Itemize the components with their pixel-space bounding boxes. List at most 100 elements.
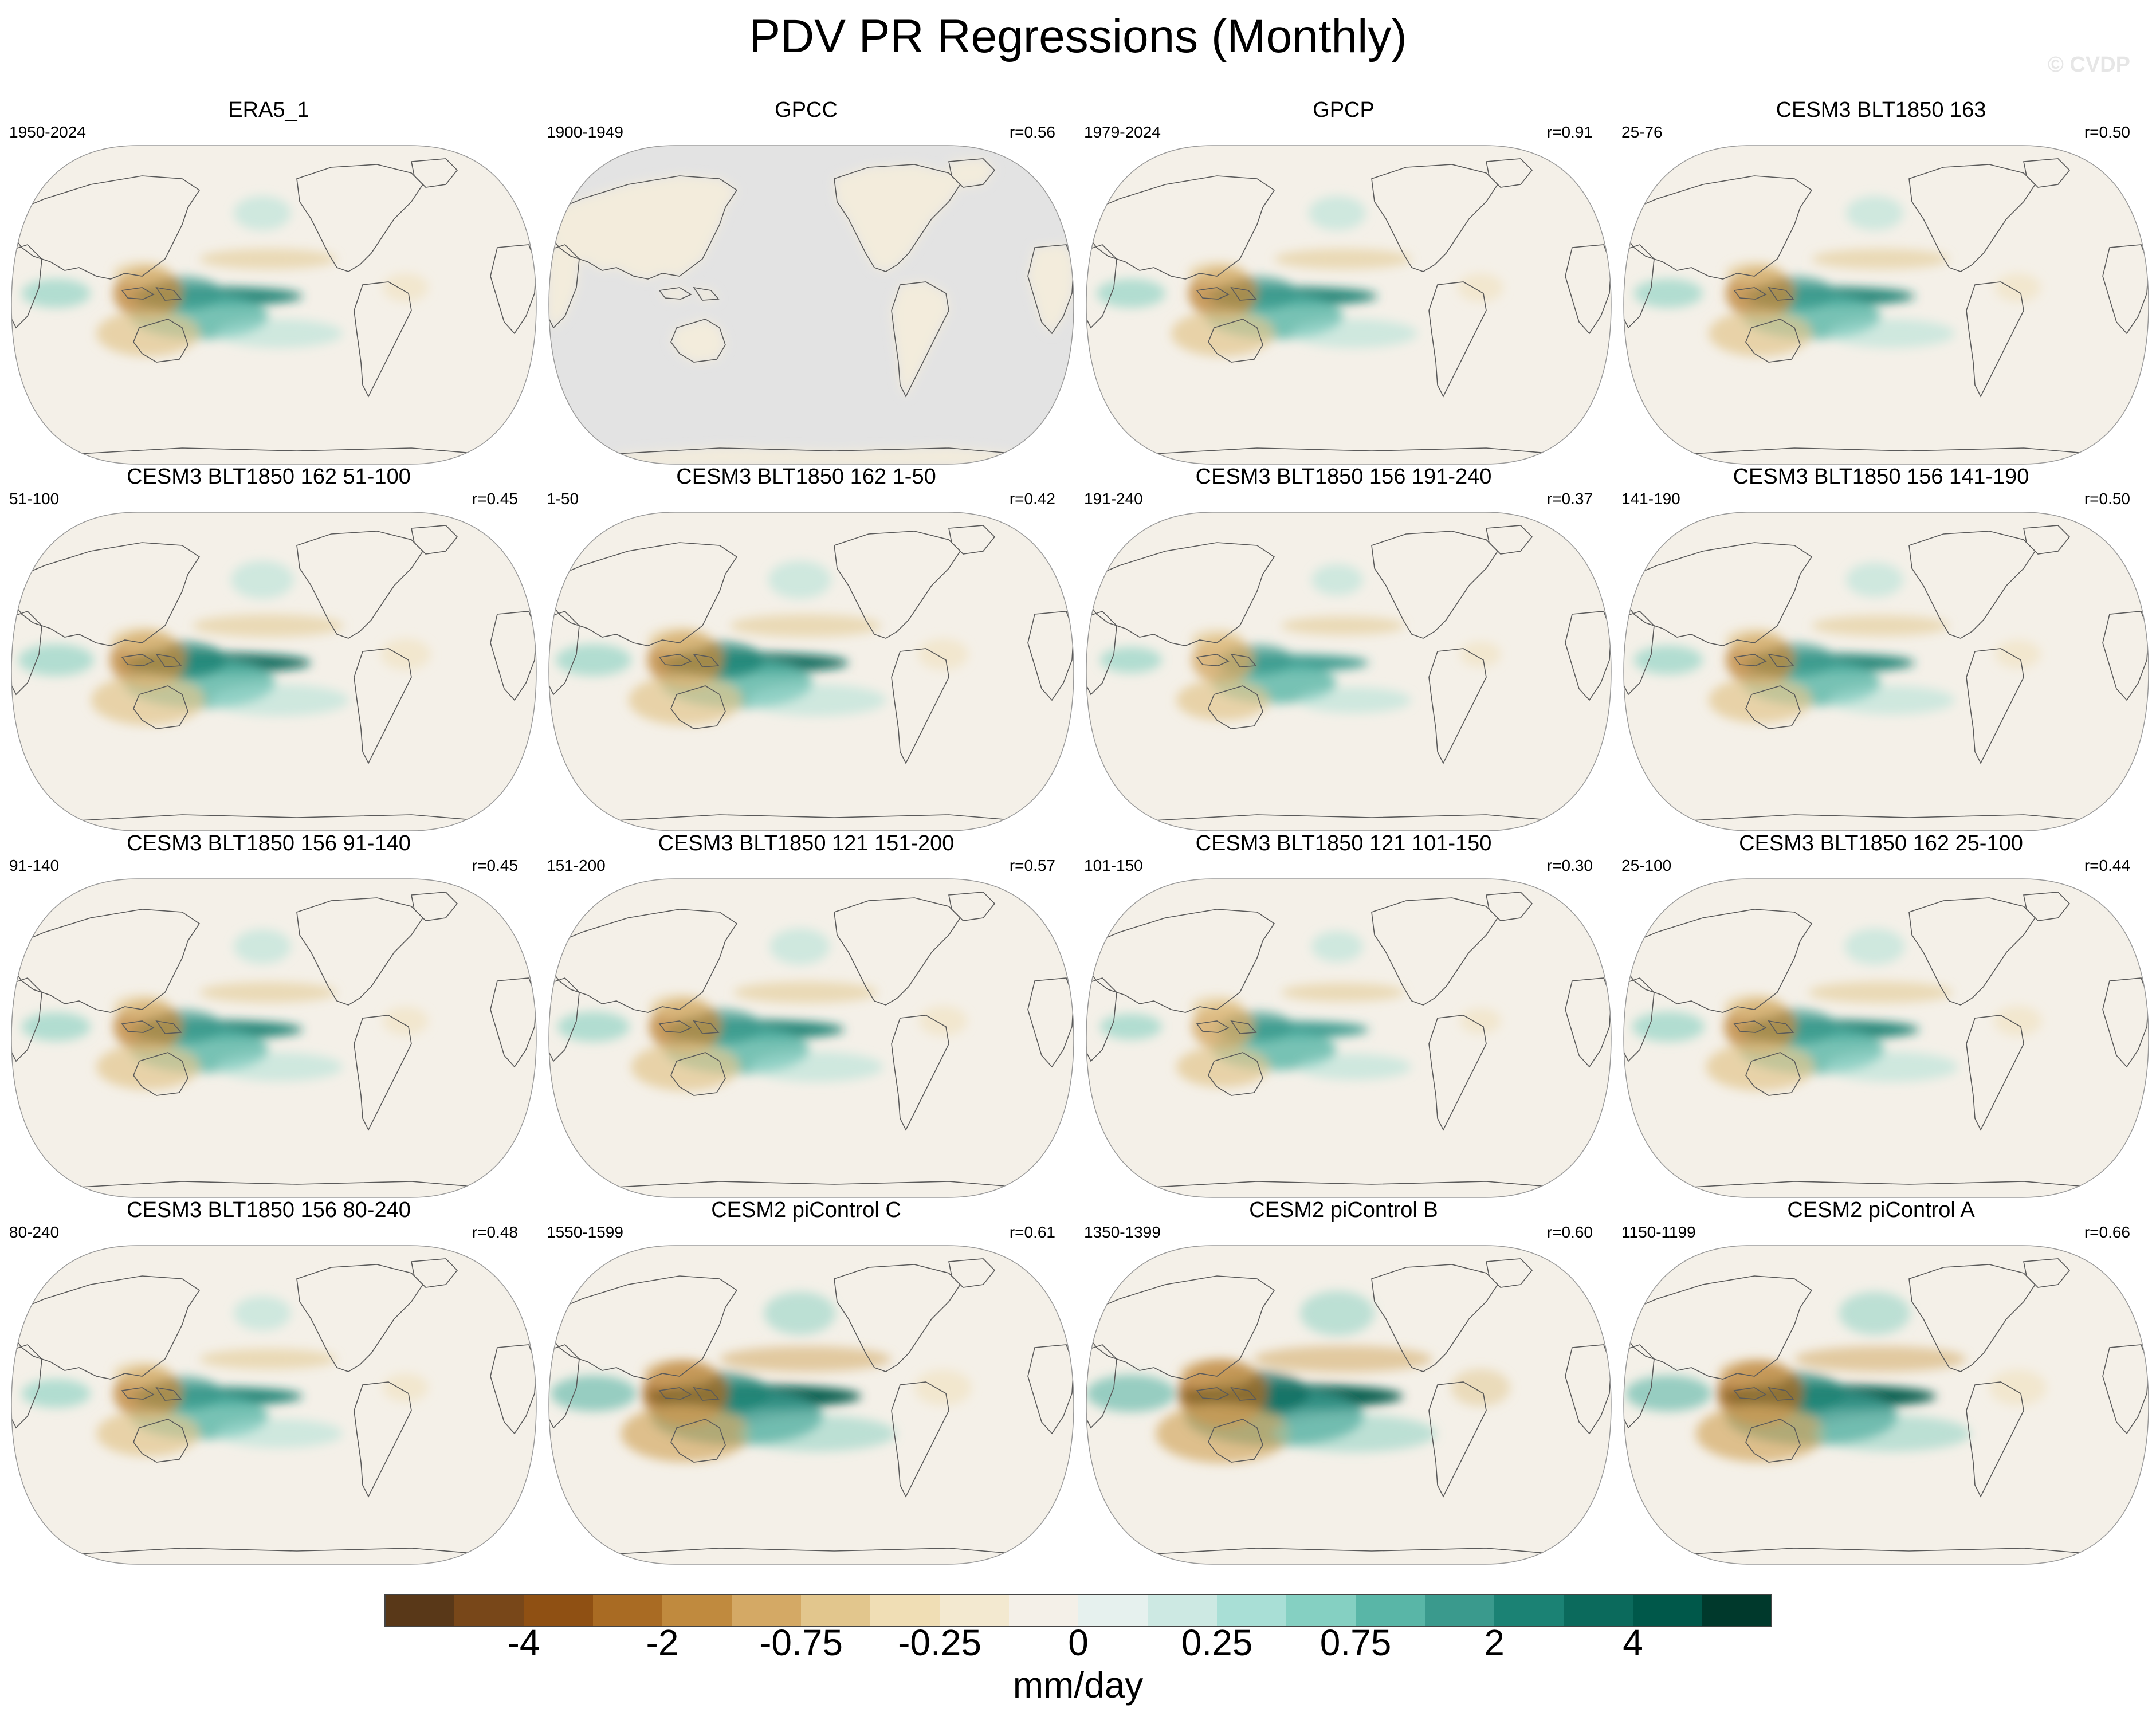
coastline <box>411 158 458 188</box>
anomaly-contour <box>1180 1358 1254 1388</box>
coastline <box>834 531 961 639</box>
anomaly-contour <box>1298 1054 1411 1080</box>
panel-title: CESM3 BLT1850 163 <box>1776 98 1986 122</box>
map-panel: CESM3 BLT1850 121 101-150 101-150 r=0.30 <box>1075 831 1612 1198</box>
map-plot <box>548 512 1074 831</box>
panel-period: 1-50 <box>547 490 579 508</box>
panel-period: 1900-1949 <box>547 123 623 141</box>
coastline <box>834 1264 961 1372</box>
anomaly-contour <box>1726 262 1783 285</box>
coastline <box>1691 814 2093 831</box>
panel-title: CESM3 BLT1850 162 25-100 <box>1739 831 2023 855</box>
coastline <box>1745 319 1801 363</box>
coastline <box>1908 531 2036 639</box>
anomaly-contour <box>1291 319 1417 348</box>
coastline <box>1486 158 1533 188</box>
map-panel: CESM3 BLT1850 121 151-200 151-200 r=0.57 <box>537 831 1075 1198</box>
coastline <box>891 648 949 764</box>
colorbar-swatch <box>870 1595 940 1627</box>
coastline <box>1086 1344 1117 1429</box>
map-border <box>1623 512 2149 831</box>
colorbar-tick-label: -2 <box>646 1622 679 1663</box>
colorbar-tick-label: -0.75 <box>759 1622 843 1663</box>
coastline <box>1768 286 1794 301</box>
colorbar-tick-label: 4 <box>1623 1622 1643 1663</box>
anomaly-contour <box>1829 686 1955 714</box>
watermark: © CVDP <box>2047 53 2130 77</box>
colorbar-swatch <box>1148 1595 1218 1627</box>
anomaly-contour <box>1794 1346 1966 1372</box>
map-panel: CESM3 BLT1850 156 141-190 141-190 r=0.50 <box>1612 464 2150 831</box>
coastline <box>133 1052 188 1096</box>
anomaly-contour <box>22 279 91 308</box>
colorbar-swatch <box>593 1595 663 1627</box>
anomaly-contour <box>751 1051 883 1082</box>
panel-correlation: r=0.66 <box>2084 1223 2130 1241</box>
map-panel: CESM2 piControl A 1150-1199 r=0.66 <box>1612 1197 2150 1565</box>
coastline <box>1768 1387 1794 1401</box>
panel-period: 1979-2024 <box>1084 123 1161 141</box>
panel-title: CESM3 BLT1850 156 80-240 <box>127 1198 411 1222</box>
land-field <box>671 319 725 362</box>
map-plot <box>548 145 1074 465</box>
anomaly-contour <box>383 1373 429 1402</box>
coastline <box>1966 1381 2024 1498</box>
map-panel: CESM3 BLT1850 156 80-240 80-240 r=0.48 <box>0 1197 537 1565</box>
anomaly-contour <box>1254 1345 1432 1373</box>
map-background <box>548 512 1074 831</box>
panel-correlation: r=0.91 <box>1546 123 1593 141</box>
map-background <box>1623 146 2149 464</box>
anomaly-contour <box>1724 995 1785 1019</box>
anomaly-contour <box>629 675 742 725</box>
chart-title: PDV PR Regressions (Monthly) <box>749 10 1407 62</box>
anomaly-contour <box>649 995 710 1019</box>
panel-title: CESM3 BLT1850 162 51-100 <box>127 465 411 489</box>
colorbar-swatch <box>1633 1595 1703 1627</box>
coastline <box>1908 1264 2036 1372</box>
coastline <box>1208 319 1263 363</box>
panel-title: CESM3 BLT1850 156 141-190 <box>1733 465 2029 489</box>
map-plot <box>1623 145 2149 465</box>
colorbar-swatch <box>1217 1595 1287 1627</box>
coastline <box>658 287 692 300</box>
anomaly-contour <box>217 1419 343 1448</box>
coastline <box>155 1020 182 1034</box>
coastline <box>11 611 42 696</box>
coastline <box>296 1264 424 1372</box>
coastline <box>1086 977 1117 1062</box>
coastline <box>1623 977 1655 1062</box>
coastline <box>616 1548 1018 1564</box>
anomaly-contour <box>1632 1011 1705 1042</box>
map-background <box>11 879 536 1197</box>
panel-correlation: r=0.45 <box>472 857 518 874</box>
coastline <box>1745 1052 1801 1096</box>
map-plot <box>1623 878 2149 1198</box>
anomaly-contour <box>113 1362 171 1385</box>
colorbar-swatch <box>1564 1595 1633 1627</box>
panel-title: ERA5_1 <box>228 98 309 122</box>
map-background <box>11 512 536 831</box>
coastline <box>616 814 1018 831</box>
coastline <box>834 897 961 1006</box>
colorbar-frame <box>384 1594 1772 1627</box>
coastline <box>121 654 155 666</box>
colorbar-tick-label: -0.25 <box>898 1622 981 1663</box>
anomaly-contour <box>769 928 830 965</box>
coastline <box>1371 1264 1499 1372</box>
anomaly-contour <box>551 1375 637 1412</box>
coastline <box>1428 1015 1487 1131</box>
coastline <box>948 525 996 555</box>
coastline <box>296 164 424 272</box>
map-plot <box>11 878 537 1198</box>
panel-period: 51-100 <box>9 490 60 508</box>
coastline <box>133 1419 188 1463</box>
coastline <box>1966 281 2024 398</box>
map-background <box>11 146 536 464</box>
land-field <box>834 164 960 272</box>
anomaly-contour <box>1695 1405 1825 1462</box>
anomaly-contour <box>1994 1006 2042 1036</box>
anomaly-contour <box>768 561 831 599</box>
coastline <box>155 286 182 301</box>
map-plot <box>11 512 537 831</box>
anomaly-contour <box>1300 1291 1375 1336</box>
